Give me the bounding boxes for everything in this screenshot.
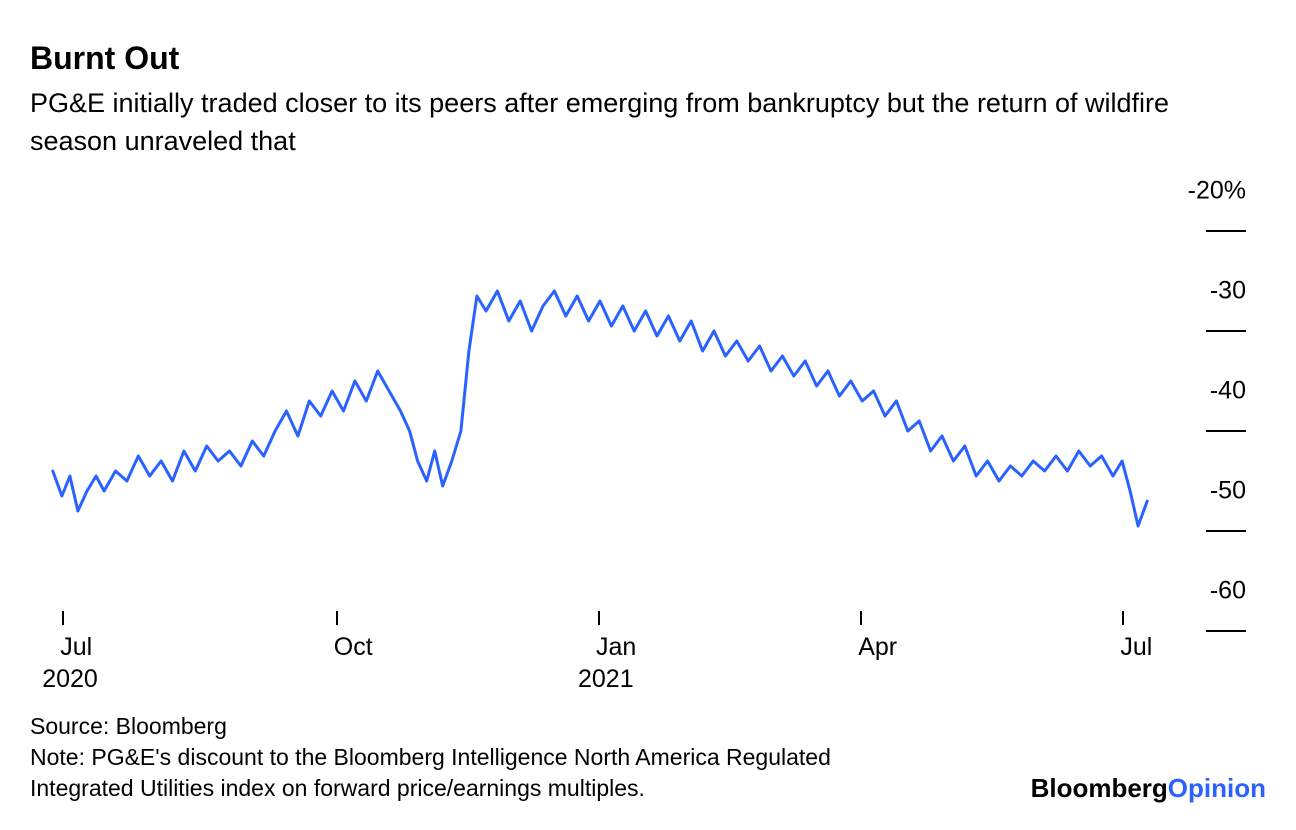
x-tick-month: Jul [1120, 631, 1152, 664]
x-tick-month: Oct [334, 631, 373, 664]
y-tick: -30 [1170, 291, 1266, 316]
x-tick-mark [336, 611, 338, 625]
x-tick-year: 2020 [42, 663, 98, 696]
y-tick: -50 [1170, 491, 1266, 516]
y-tick-mark [1206, 230, 1246, 232]
x-tick: Oct [334, 611, 373, 664]
source-text: Source: Bloomberg [30, 711, 890, 742]
y-tick-label: -60 [1170, 578, 1266, 603]
x-tick-mark [598, 611, 600, 625]
x-axis: Jul2020OctJan2021AprJul [30, 611, 1170, 701]
y-tick-label: -30 [1170, 278, 1266, 303]
footer-notes: Source: Bloomberg Note: PG&E's discount … [30, 711, 890, 804]
x-tick-mark [1122, 611, 1124, 625]
note-text: Note: PG&E's discount to the Bloomberg I… [30, 742, 890, 804]
chart-area: -20%-30-40-50-60 Jul2020OctJan2021AprJul [30, 191, 1266, 611]
chart-line [53, 291, 1147, 526]
brand-logo: BloombergOpinion [1031, 773, 1266, 804]
y-tick: -20% [1170, 191, 1266, 216]
x-tick-mark [860, 611, 862, 625]
y-tick-label: -40 [1170, 378, 1266, 403]
chart-subtitle: PG&E initially traded closer to its peer… [30, 85, 1230, 161]
chart-title: Burnt Out [30, 40, 1266, 77]
y-tick-label: -50 [1170, 478, 1266, 503]
x-tick-year: 2021 [578, 663, 636, 696]
x-tick: Jan2021 [596, 611, 636, 696]
x-tick-mark [62, 611, 64, 625]
plot-region [30, 191, 1170, 591]
x-tick-month: Apr [858, 631, 897, 664]
line-chart-svg [30, 191, 1170, 591]
y-tick-mark [1206, 630, 1246, 632]
y-axis: -20%-30-40-50-60 [1170, 191, 1266, 591]
y-tick-label: -20% [1170, 178, 1266, 203]
y-tick: -60 [1170, 591, 1266, 616]
brand-primary: Bloomberg [1031, 773, 1168, 803]
y-tick-mark [1206, 430, 1246, 432]
y-tick-mark [1206, 330, 1246, 332]
x-tick-month: Jan [596, 631, 636, 664]
x-tick: Jul [1120, 611, 1152, 664]
x-tick: Jul2020 [60, 611, 98, 696]
brand-secondary: Opinion [1168, 773, 1266, 803]
x-tick: Apr [858, 611, 897, 664]
x-tick-month: Jul [60, 631, 98, 664]
y-tick: -40 [1170, 391, 1266, 416]
y-tick-mark [1206, 530, 1246, 532]
